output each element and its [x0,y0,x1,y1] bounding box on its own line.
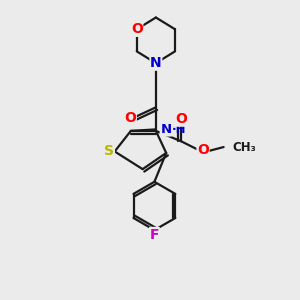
Text: O: O [197,143,209,157]
Text: ·H: ·H [172,123,187,136]
Text: O: O [131,22,143,36]
Text: O: O [175,112,187,126]
Text: CH₃: CH₃ [232,141,256,154]
Text: N: N [150,56,162,70]
Text: F: F [150,227,159,242]
Text: O: O [124,111,136,124]
Text: N: N [160,123,171,136]
Text: S: S [104,145,114,158]
